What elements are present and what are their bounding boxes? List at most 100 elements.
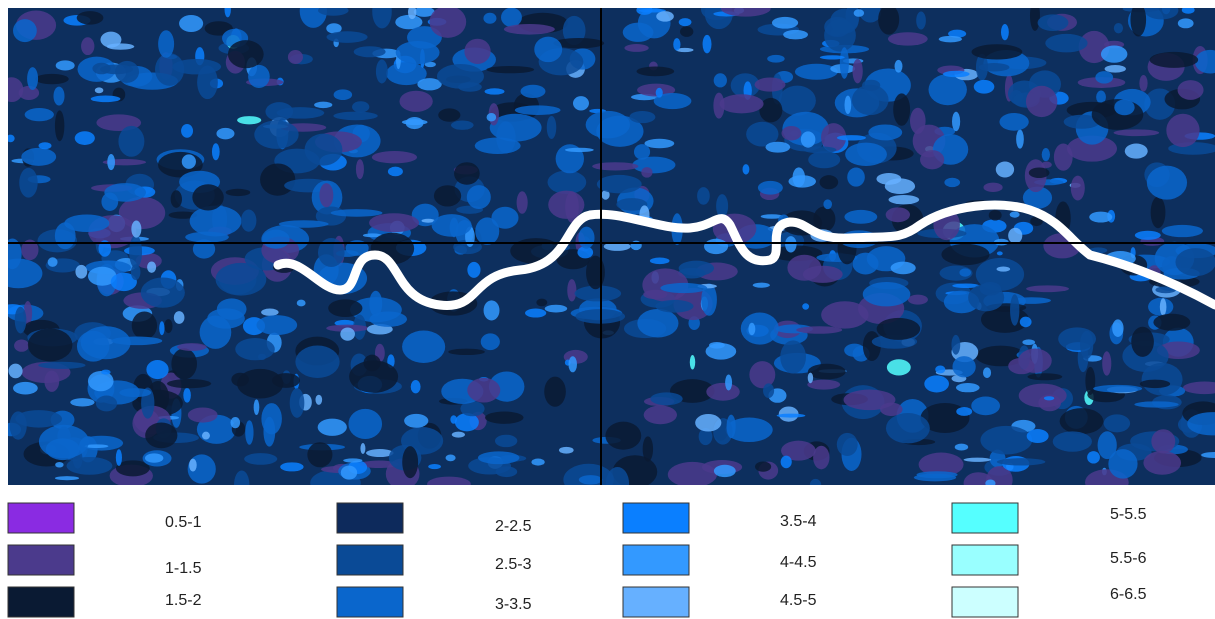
- map-patch: [1054, 143, 1073, 170]
- map-patch: [1162, 225, 1203, 237]
- map-patch: [1001, 24, 1009, 40]
- map-patch: [13, 382, 38, 395]
- legend-swatch: [623, 503, 689, 533]
- map-patch: [1139, 75, 1147, 92]
- map-patch: [673, 38, 680, 50]
- map-patch: [980, 426, 1032, 455]
- map-patch: [893, 93, 910, 125]
- map-patch: [1093, 385, 1142, 393]
- map-patch: [1008, 228, 1022, 244]
- map-patch: [641, 167, 652, 177]
- map-patch: [235, 338, 275, 360]
- map-patch: [448, 349, 485, 355]
- map-patch: [467, 262, 480, 278]
- map-patch: [1102, 351, 1111, 375]
- map-patch: [956, 383, 980, 392]
- map-patch: [174, 311, 185, 324]
- map-patch: [501, 8, 522, 27]
- map-patch: [328, 299, 362, 317]
- map-patch: [467, 378, 500, 403]
- map-patch: [1135, 231, 1161, 240]
- map-patch: [887, 359, 911, 375]
- map-patch: [989, 210, 1002, 221]
- map-patch: [245, 420, 253, 445]
- map-patch: [748, 323, 755, 335]
- map-patch: [116, 449, 122, 466]
- map-patch: [147, 262, 156, 273]
- map-patch: [244, 453, 277, 465]
- map-patch: [1112, 319, 1123, 337]
- legend-label: 3-3.5: [495, 596, 532, 613]
- map-patch: [643, 290, 667, 299]
- map-patch: [796, 326, 842, 333]
- map-patch: [427, 477, 471, 492]
- map-patch: [8, 364, 22, 379]
- map-patch: [997, 458, 1046, 465]
- map-patch: [356, 159, 364, 179]
- map-patch: [840, 47, 849, 79]
- map-patch: [695, 414, 721, 432]
- map-patch: [624, 44, 648, 52]
- map-patch: [515, 105, 561, 115]
- map-patch: [340, 327, 355, 340]
- map-patch: [369, 311, 407, 326]
- map-patch: [39, 425, 89, 459]
- map-patch: [996, 161, 1014, 177]
- map-patch: [158, 30, 174, 58]
- map-patch: [810, 479, 821, 491]
- map-patch: [1058, 327, 1096, 350]
- map-patch: [91, 96, 121, 103]
- map-patch: [877, 318, 921, 340]
- map-patch: [656, 88, 663, 98]
- map-patch: [680, 26, 693, 37]
- map-patch: [787, 255, 821, 281]
- map-patch: [650, 258, 670, 265]
- map-patch: [1166, 114, 1199, 147]
- map-patch: [39, 142, 52, 149]
- map-patch: [48, 257, 58, 267]
- map-patch: [1143, 451, 1181, 475]
- map-patch: [263, 417, 275, 447]
- map-patch: [547, 116, 557, 139]
- map-patch: [868, 124, 902, 140]
- legend-label: 1-1.5: [165, 560, 202, 577]
- map-patch: [202, 432, 210, 440]
- map-patch: [66, 457, 112, 475]
- map-patch: [372, 151, 417, 163]
- map-patch: [200, 316, 232, 349]
- map-patch: [783, 30, 808, 40]
- map-patch: [1042, 148, 1050, 161]
- map-patch: [183, 388, 191, 403]
- map-patch: [189, 459, 197, 472]
- legend-label: 2-2.5: [495, 518, 532, 535]
- map-patch: [974, 80, 995, 94]
- map-patch: [579, 475, 603, 484]
- map-patch: [637, 309, 678, 338]
- map-patch: [697, 187, 710, 205]
- legend-label: 3.5-4: [780, 513, 817, 530]
- map-patch: [485, 88, 505, 94]
- map-patch: [597, 175, 642, 193]
- map-patch: [256, 315, 297, 335]
- map-patch: [115, 61, 139, 83]
- map-patch: [248, 65, 270, 88]
- legend: 0.5-11-1.51.5-22-2.52.5-33-3.53.5-44-4.5…: [8, 503, 1147, 617]
- map-patch: [1108, 449, 1137, 479]
- map-patch: [254, 120, 298, 148]
- map-patch: [801, 131, 816, 147]
- map-patch: [190, 206, 242, 237]
- map-patch: [983, 367, 991, 378]
- map-patch: [703, 35, 712, 53]
- map-patch: [837, 135, 866, 140]
- map-patch: [1160, 298, 1167, 315]
- map-patch: [192, 184, 223, 210]
- map-patch: [88, 371, 114, 391]
- legend-swatch: [8, 545, 74, 575]
- map-patch: [531, 459, 544, 466]
- map-patch: [1060, 408, 1104, 434]
- map-patch: [679, 18, 692, 26]
- map-patch: [171, 348, 197, 379]
- map-patch: [404, 414, 428, 428]
- map-patch: [939, 36, 962, 43]
- map-patch: [808, 151, 840, 168]
